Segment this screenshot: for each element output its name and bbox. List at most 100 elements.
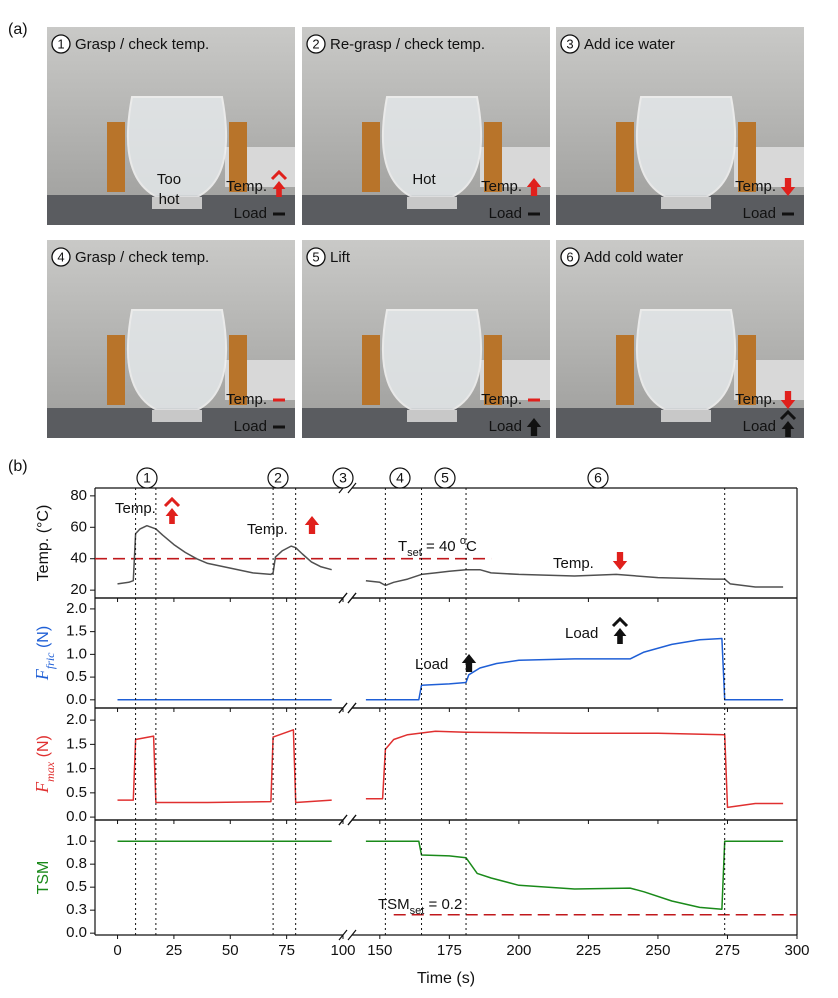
y-tick-label: 0.3 — [66, 901, 87, 918]
number-badge — [51, 34, 71, 54]
y-axis-label-part: Temp. (°C) — [35, 505, 52, 582]
arrow-icon — [612, 552, 628, 570]
arrow-icon — [304, 516, 320, 534]
x-tick-label: 50 — [222, 942, 239, 959]
x-tick-label: 275 — [715, 942, 740, 959]
minus-icon — [528, 398, 540, 402]
arrow-icon — [526, 178, 542, 196]
arrow-icon — [272, 181, 286, 197]
minus-icon — [782, 212, 794, 216]
y-tick-label: 0.5 — [66, 784, 87, 801]
y-tick-label: 0.5 — [66, 668, 87, 685]
gripper-finger — [616, 335, 634, 405]
x-tick-label: 0 — [113, 942, 121, 959]
y-axis-label-part: F — [32, 668, 52, 681]
glass — [635, 309, 737, 411]
glass — [126, 309, 228, 411]
arrow-icon — [461, 654, 477, 672]
y-axis-label-part: (N) — [35, 626, 52, 653]
stage-number: 6 — [594, 470, 602, 486]
y-axis-label-part: F — [32, 781, 52, 794]
stage-number: 1 — [143, 470, 151, 486]
load-label: Load — [489, 205, 522, 222]
y-tick-label: 1.0 — [66, 832, 87, 849]
photo-panel — [556, 27, 804, 225]
arrow-icon — [526, 418, 542, 436]
photo-panel — [302, 27, 550, 225]
temp-label: Temp. — [735, 178, 776, 195]
x-tick-label: 225 — [576, 942, 601, 959]
arrow-icon — [165, 508, 179, 524]
annotation: Temp. — [553, 555, 594, 572]
photo-panel — [47, 27, 295, 225]
y-tick-label: 0.8 — [66, 855, 87, 872]
load-label: Load — [234, 205, 267, 222]
panel-label: (a) — [8, 21, 28, 38]
panel-number: 4 — [57, 249, 64, 264]
glass — [381, 309, 483, 411]
data-line — [117, 840, 784, 910]
state-label: Too — [157, 171, 181, 188]
number-badge — [306, 34, 326, 54]
x-axis-label: Time (s) — [417, 970, 475, 987]
chevron-icon — [611, 616, 629, 628]
stage-number: 2 — [274, 470, 282, 486]
y-tick-label: 1.0 — [66, 645, 87, 662]
photo-panel — [47, 240, 295, 438]
temp-label: Temp. — [735, 391, 776, 408]
minus-icon — [273, 212, 285, 216]
data-line — [117, 637, 784, 701]
y-tick-label: 40 — [70, 550, 87, 567]
axis-break — [338, 592, 348, 604]
annotation: Temp. — [247, 521, 288, 538]
load-label: Load — [234, 418, 267, 435]
x-tick-label: 150 — [367, 942, 392, 959]
panel-number: 6 — [566, 249, 573, 264]
axis-break — [347, 814, 357, 826]
x-tick-label: 200 — [506, 942, 531, 959]
y-tick-label: 0.0 — [66, 924, 87, 941]
y-axis-label: Fmax (N) — [32, 735, 57, 794]
annotation: Load — [415, 656, 448, 673]
y-tick-label: 0.5 — [66, 878, 87, 895]
panel-caption: Grasp / check temp. — [75, 36, 209, 53]
y-axis-label-part: max — [43, 761, 57, 782]
x-tick-label: 250 — [645, 942, 670, 959]
x-tick-label: 300 — [784, 942, 809, 959]
minus-icon — [273, 425, 285, 429]
gripper-finger — [484, 122, 502, 192]
reference-label-part: set — [410, 905, 425, 917]
stage-badge — [267, 467, 289, 489]
y-axis-label: Temp. (°C) — [35, 505, 52, 582]
arrow-icon — [780, 391, 796, 409]
chevron-icon — [163, 496, 181, 508]
panel-caption: Add ice water — [584, 36, 675, 53]
temp-label: Temp. — [226, 391, 267, 408]
reference-label: TSMset = 0.2 — [378, 896, 462, 917]
glass-base — [152, 197, 202, 209]
reference-label-part: C — [466, 538, 477, 555]
gripper-finger — [616, 122, 634, 192]
gripper-finger — [229, 335, 247, 405]
axis-break — [347, 702, 357, 714]
stage-number: 5 — [441, 470, 449, 486]
stage-badge — [332, 467, 354, 489]
panel-caption: Re-grasp / check temp. — [330, 36, 485, 53]
number-badge — [306, 247, 326, 267]
number-badge — [560, 247, 580, 267]
gripper-finger — [107, 122, 125, 192]
gripper-finger — [362, 335, 380, 405]
axis-break — [347, 482, 357, 494]
panel-number: 5 — [312, 249, 319, 264]
stage-number: 3 — [339, 470, 347, 486]
glass — [635, 96, 737, 198]
panel-caption: Add cold water — [584, 249, 683, 266]
arrow-icon — [781, 421, 795, 437]
y-axis-label: Ffric (N) — [32, 626, 57, 681]
load-label: Load — [743, 418, 776, 435]
stage-badge — [389, 467, 411, 489]
temp-label: Temp. — [481, 391, 522, 408]
photo-panel — [302, 240, 550, 438]
glass-base — [407, 410, 457, 422]
